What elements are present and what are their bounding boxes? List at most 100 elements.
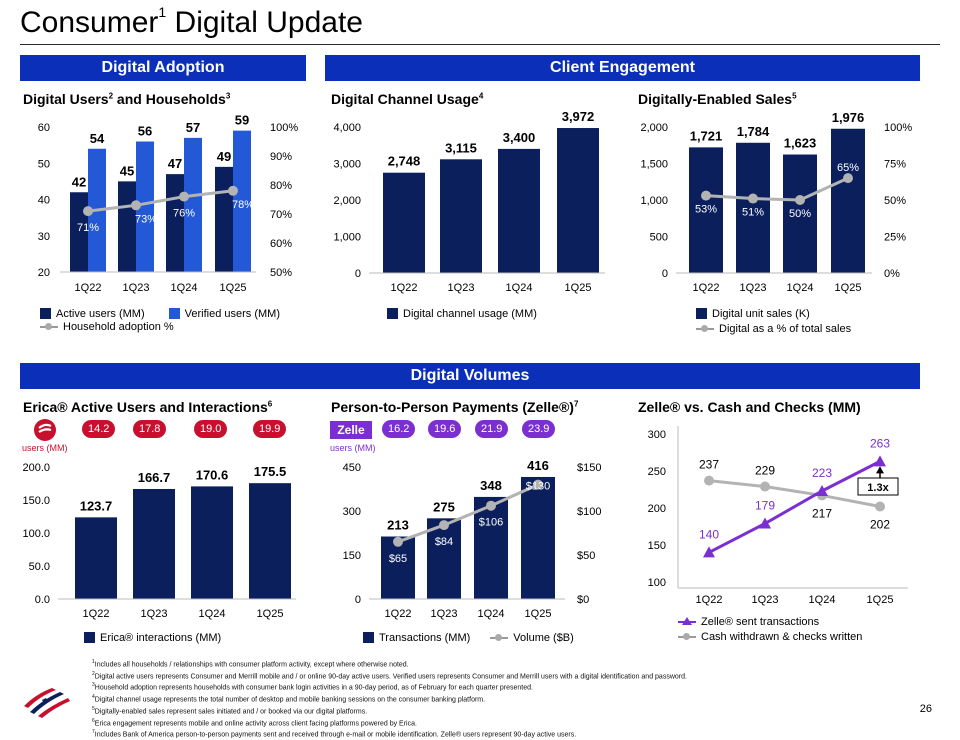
legend-label-pct: Digital as a % of total sales [719, 322, 852, 335]
panel-digital-channel: Digital Channel Usage4 4,000 3,000 2,000 1,… [325, 83, 620, 345]
callout-text: 1.3x [867, 482, 889, 494]
bar-channel-1Q23 [440, 159, 482, 273]
y-tick-label-2: 100.0 [22, 528, 50, 540]
legend: Digital unit sales (K) Digital as a % of… [696, 306, 851, 336]
legend-label-verified: Verified users (MM) [184, 307, 280, 320]
bank-flag-logo-icon [24, 688, 70, 718]
chart-digital-channel: 4,000 3,000 2,000 1,000 0 2,748 3,115 3,400 3,97… [333, 109, 605, 294]
bar-active-label-1Q25: 49 [217, 149, 231, 164]
y-tick-label-3: 50.0 [29, 561, 50, 573]
bar-sales-label-1Q22: 1,721 [690, 128, 723, 143]
bar-active-1Q25 [215, 166, 233, 272]
bar-sales-label-1Q23: 1,784 [737, 124, 770, 139]
footnote-1: 1Includes all households / relationships… [92, 659, 409, 669]
y-tick-label-3: 1,000 [333, 232, 361, 244]
bar-tx-label-1Q24: 348 [480, 478, 502, 493]
zelle-users-pill-1q22: 16.2 [382, 420, 416, 438]
y-tick-label-0: 4,000 [333, 122, 361, 134]
y-tick-label-4: 0 [355, 268, 361, 280]
chart-erica: 200.0 150.0 100.0 50.0 0.0 123.7 166.7 170.6 175… [22, 462, 296, 620]
footnote-3: 3Household adoption represents household… [92, 682, 533, 692]
bar-active-label-1Q22: 42 [72, 174, 86, 189]
cash-label-1Q24: 217 [812, 506, 832, 520]
bar-active-1Q24 [166, 174, 184, 272]
y2-tick-label-1: $100 [577, 506, 601, 518]
cash-checks-point-1 [760, 481, 770, 492]
zelle-label-1Q23: 179 [755, 499, 775, 513]
bar-tx-label-1Q22: 213 [387, 518, 409, 533]
y-tick-label-0: 60 [38, 122, 50, 134]
y2-tick-label-0: $150 [577, 462, 601, 474]
y-tick-label-0: 300 [648, 429, 666, 441]
legend-line-icon-zelle [678, 616, 696, 627]
y-tick-label-1: 50 [38, 158, 50, 170]
bar-sales-1Q23 [736, 142, 770, 273]
footnote-5: 5Digitally-enabled sales represent sales… [92, 705, 368, 716]
bar-sales-1Q22 [689, 147, 723, 273]
y2-tick-label-3: 25% [884, 232, 906, 244]
sales-pct-point-3 [843, 173, 853, 184]
cash-checks-line [708, 479, 881, 508]
bar-erica-1Q24 [191, 486, 233, 599]
legend: Active users (MM) Verified users (MM) Hou… [40, 306, 280, 334]
erica-users-pill-1q23: 17.8 [133, 420, 167, 438]
household-adoption-point-0 [83, 206, 93, 217]
bar-tx-1Q25 [521, 476, 555, 599]
x-tick-label-1Q24: 1Q24 [478, 608, 505, 620]
panel-digital-users: Digital Users2 and Households3 60 50 40 30 2… [20, 83, 310, 345]
bar-active-label-1Q23: 45 [120, 163, 134, 178]
bar-verified-label-1Q25: 59 [235, 113, 249, 128]
bar-erica-label-1Q23: 166.7 [138, 470, 171, 485]
y2-tick-label-4: 0% [884, 268, 900, 280]
bar-channel-label-1Q22: 2,748 [388, 154, 421, 169]
zelle-line [708, 460, 881, 554]
bar-erica-1Q22 [75, 517, 117, 599]
callout-arrow-head [876, 466, 884, 474]
bar-erica-label-1Q22: 123.7 [80, 498, 113, 513]
y-tick-label-0: 200.0 [22, 462, 50, 474]
y-tick-label-1: 250 [648, 466, 666, 478]
legend-label: Erica® interactions (MM) [100, 631, 222, 644]
footnote-7: 7Includes Bank of America person-to-pers… [92, 729, 577, 739]
y-tick-label-1: 1,500 [640, 159, 668, 171]
erica-users-pill-1q24: 19.0 [194, 420, 228, 438]
legend-line-icon [490, 632, 509, 643]
bar-tx-label-1Q25: 416 [527, 458, 549, 473]
legend: Erica® interactions (MM) [84, 630, 221, 645]
panel-title: Zelle® vs. Cash and Checks (MM) [638, 399, 861, 415]
y-tick-label-0: 2,000 [640, 122, 668, 134]
y2-tick-label-0: 100% [270, 122, 298, 134]
footnote-2: 2Digital active users represents Consume… [92, 670, 687, 681]
volume-label-1Q22: $65 [389, 553, 407, 565]
bar-channel-1Q24 [498, 148, 540, 273]
legend-swatch-verified [168, 308, 180, 319]
x-tick-label-1Q22: 1Q22 [385, 608, 412, 620]
sales-pct-point-0 [701, 190, 711, 201]
panel-erica: Erica® Active Users and Interactions6 us… [20, 392, 310, 652]
legend-swatch [387, 308, 398, 319]
panel-p2p-payments: Person-to-Person Payments (Zelle®)7 Zell… [325, 392, 620, 652]
section-header-client-engagement: Client Engagement [325, 55, 920, 81]
panel-title: Digitally-Enabled Sales5 [638, 91, 797, 107]
zelle-label-1Q22: 140 [699, 527, 719, 541]
volume-point-3 [533, 479, 543, 490]
bar-channel-label-1Q25: 3,972 [562, 109, 595, 124]
chart-digital-sales: 2,000 1,500 1,000 500 0 100% 75% 50% 25% 0% 1,721 1… [640, 110, 912, 294]
legend-line-icon-cash [678, 631, 696, 642]
chart-zelle-vs-cash: 300 250 200 150 100 237 229 217 202 140 179 223 263 1… [648, 426, 908, 606]
legend-label: Digital channel usage (MM) [403, 307, 537, 320]
y-tick-label-3: 0 [355, 594, 361, 606]
cash-label-1Q23: 229 [755, 464, 775, 478]
x-tick-label-1Q25: 1Q25 [867, 594, 894, 606]
x-tick-label-1Q23: 1Q23 [448, 282, 475, 294]
x-tick-label-1Q24: 1Q24 [171, 282, 198, 294]
y-tick-label-2: 2,000 [333, 195, 361, 207]
y-tick-label-3: 500 [650, 232, 668, 244]
chart-digital-users: 60 50 40 30 20 100% 90% 80% 70% 60% 50% 42 45 47 49 54 5… [38, 113, 299, 294]
erica-users-pill-1q25: 19.9 [253, 420, 287, 438]
bar-verified-label-1Q23: 56 [138, 124, 152, 139]
erica-users-pill-1q22: 14.2 [82, 420, 116, 438]
zelle-users-label: users (MM) [330, 443, 376, 453]
volume-point-0 [393, 536, 403, 547]
household-label-1Q25: 78% [232, 199, 254, 211]
